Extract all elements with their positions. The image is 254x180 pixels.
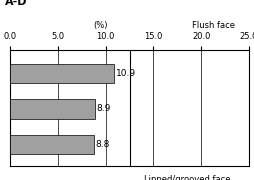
Bar bbox=[10, 135, 94, 154]
Text: A-D: A-D bbox=[5, 0, 28, 7]
Text: 10.9: 10.9 bbox=[116, 69, 136, 78]
Text: 8.9: 8.9 bbox=[97, 104, 111, 113]
Text: (%): (%) bbox=[94, 21, 108, 30]
Text: Flush face: Flush face bbox=[192, 21, 235, 30]
Text: Lipped/grooved face: Lipped/grooved face bbox=[144, 175, 230, 180]
Bar bbox=[10, 99, 95, 119]
Text: 8.8: 8.8 bbox=[96, 140, 110, 149]
Bar bbox=[10, 64, 114, 83]
